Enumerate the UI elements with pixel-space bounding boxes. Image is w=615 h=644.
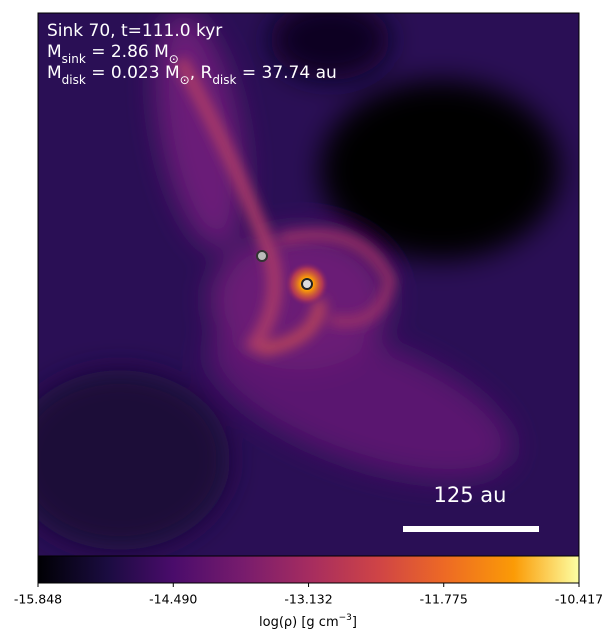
annotation: Msink = 2.86 M⊙: [47, 42, 179, 66]
tick-label: -11.775: [420, 592, 468, 607]
subscript: ⊙: [169, 52, 179, 66]
annotation-part: = 0.023 M: [86, 63, 180, 83]
subscript: disk: [212, 73, 236, 87]
annotation-part: , R: [190, 63, 213, 83]
annotation-part: M: [47, 63, 62, 83]
annotation-part: M: [47, 42, 62, 62]
subscript: disk: [62, 73, 86, 87]
annotation-part: = 2.86 M: [86, 42, 169, 62]
subscript: sink: [62, 52, 86, 66]
superscript: −3: [339, 613, 352, 623]
annotation: Sink 70, t=111.0 kyr: [47, 21, 222, 41]
colorbar: [37, 555, 580, 584]
scalebar-label: 125 au: [434, 483, 507, 507]
annotation-part: = 37.74 au: [236, 63, 336, 83]
tick-label: -13.132: [284, 592, 332, 607]
tick-label: -14.490: [149, 592, 197, 607]
tick-label: -10.417: [555, 592, 603, 607]
label-part: log(ρ) [g cm: [259, 615, 339, 630]
colorbar-ticks: -15.848 -14.490 -13.132 -11.775 -10.417: [14, 583, 603, 607]
tick-label: -15.848: [14, 592, 62, 607]
colorbar-label: log(ρ) [g cm−3]: [259, 613, 357, 630]
subscript: ⊙: [180, 73, 190, 87]
annotation: Mdisk = 0.023 M⊙, Rdisk = 37.74 au: [47, 63, 337, 87]
annotation-part: Sink 70, t=111.0 kyr: [47, 21, 222, 41]
label-part: ]: [352, 615, 357, 630]
density-map: [38, 13, 579, 556]
